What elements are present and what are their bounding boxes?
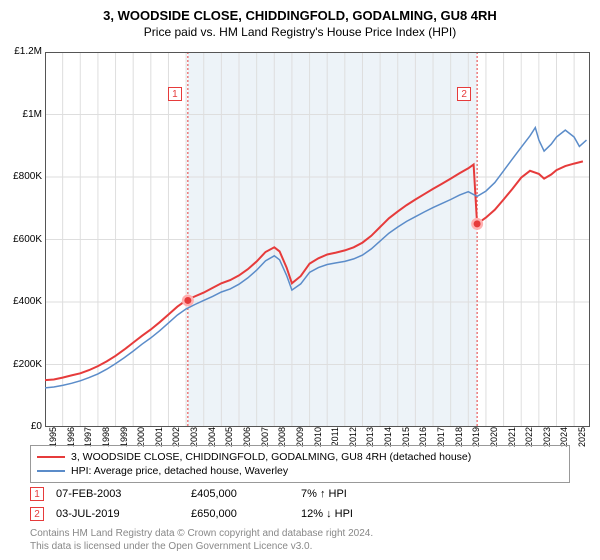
transaction-row: 2 03-JUL-2019£650,00012% ↓ HPI [30, 504, 451, 524]
legend-label: HPI: Average price, detached house, Wave… [71, 465, 288, 477]
legend-label: 3, WOODSIDE CLOSE, CHIDDINGFOLD, GODALMI… [71, 451, 471, 463]
transaction-date: 07-FEB-2003 [56, 488, 191, 500]
transaction-row: 1 07-FEB-2003£405,0007% ↑ HPI [30, 484, 451, 504]
transaction-marker: 2 [30, 507, 44, 521]
y-tick-label: £1.2M [2, 46, 42, 57]
chart-marker-label: 2 [457, 87, 471, 101]
line-chart [45, 52, 590, 427]
y-tick-label: £0 [2, 421, 42, 432]
chart-title: 3, WOODSIDE CLOSE, CHIDDINGFOLD, GODALMI… [0, 8, 600, 23]
legend: 3, WOODSIDE CLOSE, CHIDDINGFOLD, GODALMI… [30, 445, 570, 483]
legend-swatch [37, 470, 65, 472]
transaction-diff: 12% ↓ HPI [301, 508, 451, 520]
x-tick-label: 2025 [577, 427, 587, 457]
footer-line-2: This data is licensed under the Open Gov… [30, 541, 373, 554]
y-tick-label: £200K [2, 359, 42, 370]
transaction-diff: 7% ↑ HPI [301, 488, 451, 500]
chart-marker-label: 1 [168, 87, 182, 101]
transaction-marker: 1 [30, 487, 44, 501]
y-tick-label: £1M [2, 109, 42, 120]
y-tick-label: £400K [2, 296, 42, 307]
legend-swatch [37, 456, 65, 458]
transaction-price: £405,000 [191, 488, 301, 500]
legend-item: HPI: Average price, detached house, Wave… [37, 464, 563, 478]
chart-area: 12 [45, 52, 590, 427]
transaction-table: 1 07-FEB-2003£405,0007% ↑ HPI 2 03-JUL-2019… [30, 484, 451, 524]
y-tick-label: £800K [2, 171, 42, 182]
footer-attribution: Contains HM Land Registry data © Crown c… [30, 528, 373, 553]
transaction-date: 03-JUL-2019 [56, 508, 191, 520]
chart-subtitle: Price paid vs. HM Land Registry's House … [0, 25, 600, 39]
legend-item: 3, WOODSIDE CLOSE, CHIDDINGFOLD, GODALMI… [37, 450, 563, 464]
footer-line-1: Contains HM Land Registry data © Crown c… [30, 528, 373, 541]
y-tick-label: £600K [2, 234, 42, 245]
transaction-price: £650,000 [191, 508, 301, 520]
